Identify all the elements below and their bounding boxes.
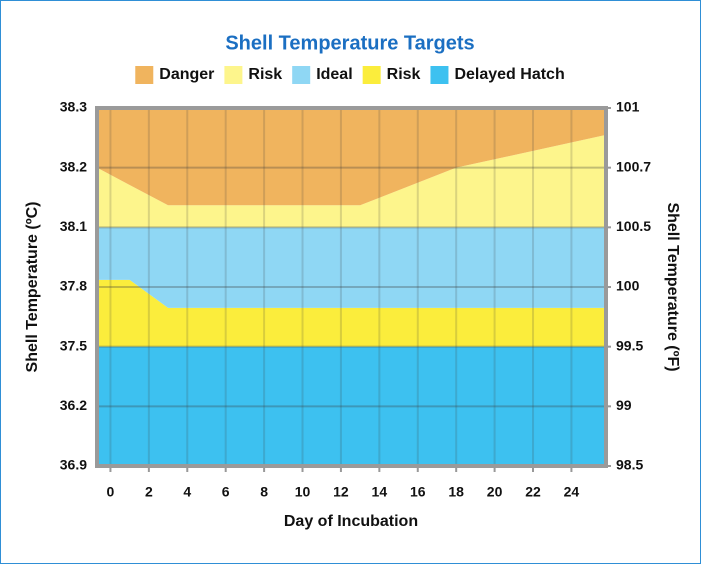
x-tick-label: 20 xyxy=(487,484,503,500)
x-tick-label: 10 xyxy=(295,484,311,500)
x-tick-label: 12 xyxy=(333,484,349,500)
y-tick-label: 38.3 xyxy=(60,99,87,115)
y-tick-label: 36.9 xyxy=(60,457,87,473)
y-tick-label: 37.5 xyxy=(60,337,87,353)
plot-frame xyxy=(95,106,608,468)
legend-label: Delayed Hatch xyxy=(454,66,564,83)
x-tick-label: 18 xyxy=(448,484,464,500)
x-axis-title: Day of Incubation xyxy=(284,513,418,530)
y2-tick-label: 100.7 xyxy=(616,158,651,174)
y2-tick-label: 98.5 xyxy=(616,457,643,473)
legend-swatch xyxy=(292,66,311,84)
area-band xyxy=(97,108,606,206)
x-tick-label: 4 xyxy=(183,484,191,500)
x-tick-label: 22 xyxy=(525,484,541,500)
x-tick-label: 2 xyxy=(145,484,153,500)
x-tick-label: 16 xyxy=(410,484,426,500)
x-tick-label: 24 xyxy=(564,484,580,500)
y-tick-label: 38.1 xyxy=(60,218,87,234)
legend-swatch xyxy=(430,66,449,84)
legend-label: Ideal xyxy=(316,66,352,83)
legend-label: Danger xyxy=(159,66,214,83)
legend-swatch xyxy=(362,66,381,84)
y2-tick-label: 100 xyxy=(616,278,640,294)
legend-swatch xyxy=(224,66,243,84)
x-tick-label: 14 xyxy=(372,484,388,500)
y2-axis-title: Shell Temperature (ºF) xyxy=(664,202,681,371)
x-tick-label: 6 xyxy=(222,484,230,500)
y-tick-label: 37.8 xyxy=(60,278,87,294)
y-tick-label: 38.2 xyxy=(60,158,87,174)
y2-tick-label: 101 xyxy=(616,99,640,115)
legend-label: Risk xyxy=(248,66,282,83)
y2-tick-label: 99.5 xyxy=(616,337,643,353)
legend-swatch xyxy=(135,66,154,84)
area-band xyxy=(97,227,606,308)
y-tick-label: 36.2 xyxy=(60,397,87,413)
area-band xyxy=(97,346,606,466)
x-tick-label: 8 xyxy=(260,484,268,500)
x-tick-label: 0 xyxy=(107,484,115,500)
area-band xyxy=(97,279,606,347)
area-band xyxy=(97,134,606,228)
y2-tick-label: 100.5 xyxy=(616,218,651,234)
y-axis-title: Shell Temperature (ºC) xyxy=(24,202,41,373)
chart-title: Shell Temperature Targets xyxy=(225,32,474,54)
legend-label: Risk xyxy=(387,66,421,83)
y2-tick-label: 99 xyxy=(616,397,632,413)
